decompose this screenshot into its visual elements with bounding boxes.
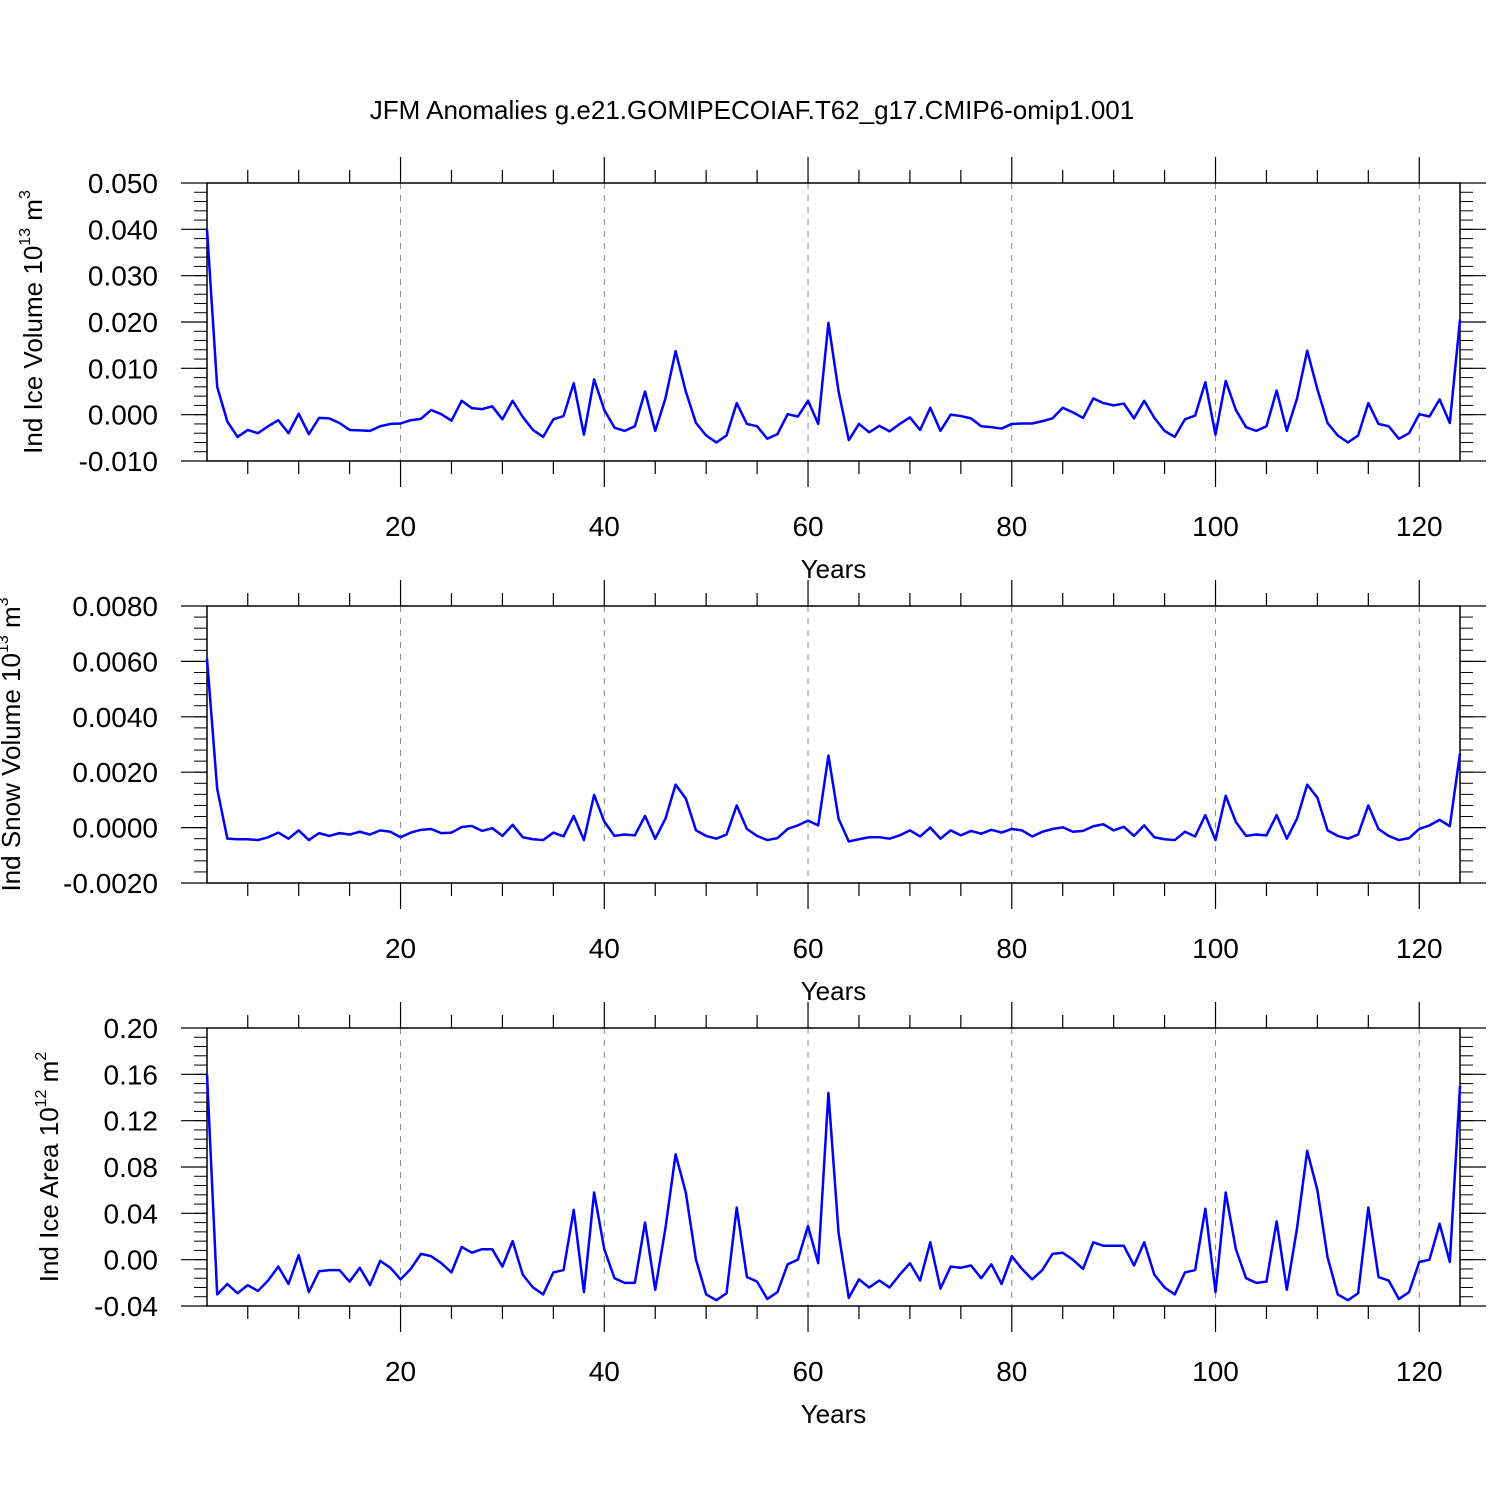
x-tick-label: 80 [996,511,1027,542]
x-tick-label: 60 [792,933,823,964]
y-tick-label: 0.030 [88,261,158,292]
y-tick-label: 0.00 [104,1245,159,1276]
x-tick-label: 40 [589,933,620,964]
y-axis-label-unit: m [34,1061,64,1090]
y-axis-label-exponent: 13 [0,635,12,653]
series-line [205,1074,1462,1302]
series-line [205,229,1462,444]
x-tick-label: 100 [1192,511,1239,542]
y-axis-label-text: Ind Ice Volume 10 [18,246,48,454]
x-tick-label: 80 [996,933,1027,964]
panel-2: 20 40 60 80 100 120 -0.0020 0.0000 0.0020 0.0040 0… [0,580,1486,1006]
y-tick-label: 0.08 [104,1152,159,1183]
plot-frame [206,182,1461,462]
plot-frame [206,605,1461,884]
y-tick-label: 0.0080 [72,591,158,622]
series-line [205,658,1462,843]
y-tick-label: 0.0020 [72,757,158,788]
x-tick-label: 60 [792,511,823,542]
x-tick-label: 120 [1396,933,1443,964]
y-tick-label: 0.04 [104,1198,159,1229]
x-tick-label: 120 [1396,1356,1443,1387]
x-tick-label: 20 [385,933,416,964]
y-tick-label: 0.0000 [72,813,158,844]
y-tick-label: 0.020 [88,307,158,338]
y-axis-label-unit: m [18,199,48,228]
y-tick-label: 0.010 [88,353,158,384]
y-axis-label: Ind Snow Volume 1013 m3 [0,597,26,891]
y-tick-label: -0.04 [94,1291,158,1322]
y-tick-label: 0.000 [88,400,158,431]
y-tick-label: 0.20 [104,1013,159,1044]
x-tick-label: 100 [1192,933,1239,964]
y-tick-label: 0.040 [88,214,158,245]
y-tick-label: 0.12 [104,1106,159,1137]
x-tick-label: 40 [589,511,620,542]
y-tick-label: 0.16 [104,1059,159,1090]
y-axis-label-text: Ind Ice Area 10 [34,1107,64,1282]
x-tick-label: 20 [385,511,416,542]
y-axis-label-unit-exponent: 3 [17,190,34,199]
y-axis-label-unit: m [0,606,26,635]
y-tick-label: -0.010 [79,446,158,477]
panel-3: 20 40 60 80 100 120 -0.04 0.00 0.04 0.08 0.12 0.16 0… [33,1002,1486,1429]
x-tick-label: 40 [589,1356,620,1387]
y-tick-label: 0.0040 [72,702,158,733]
panels: 20 40 60 80 100 120 -0.010 0.000 0.010 0.020 0.030… [0,157,1486,1429]
y-axis-label-unit-exponent: 3 [0,597,12,606]
y-axis-label-exponent: 13 [17,228,34,246]
x-tick-label: 20 [385,1356,416,1387]
y-axis-label-unit-exponent: 2 [33,1052,50,1061]
y-axis-label-text: Ind Snow Volume 10 [0,653,26,892]
x-tick-label: 100 [1192,1356,1239,1387]
y-axis-label: Ind Ice Volume 1013 m3 [17,190,48,454]
x-axis-label: Years [801,554,867,584]
y-tick-label: 0.0060 [72,646,158,677]
y-axis-label-exponent: 12 [33,1089,50,1107]
x-axis-label: Years [801,1399,867,1429]
y-tick-label: -0.0020 [63,868,158,899]
panel-1: 20 40 60 80 100 120 -0.010 0.000 0.010 0.020 0.030… [17,157,1486,584]
y-axis-label: Ind Ice Area 1012 m2 [33,1052,64,1283]
x-axis-label: Years [801,976,867,1006]
x-tick-label: 120 [1396,511,1443,542]
x-tick-label: 80 [996,1356,1027,1387]
figure-title: JFM Anomalies g.e21.GOMIPECOIAF.T62_g17.… [370,95,1134,125]
y-tick-label: 0.050 [88,168,158,199]
x-tick-label: 60 [792,1356,823,1387]
